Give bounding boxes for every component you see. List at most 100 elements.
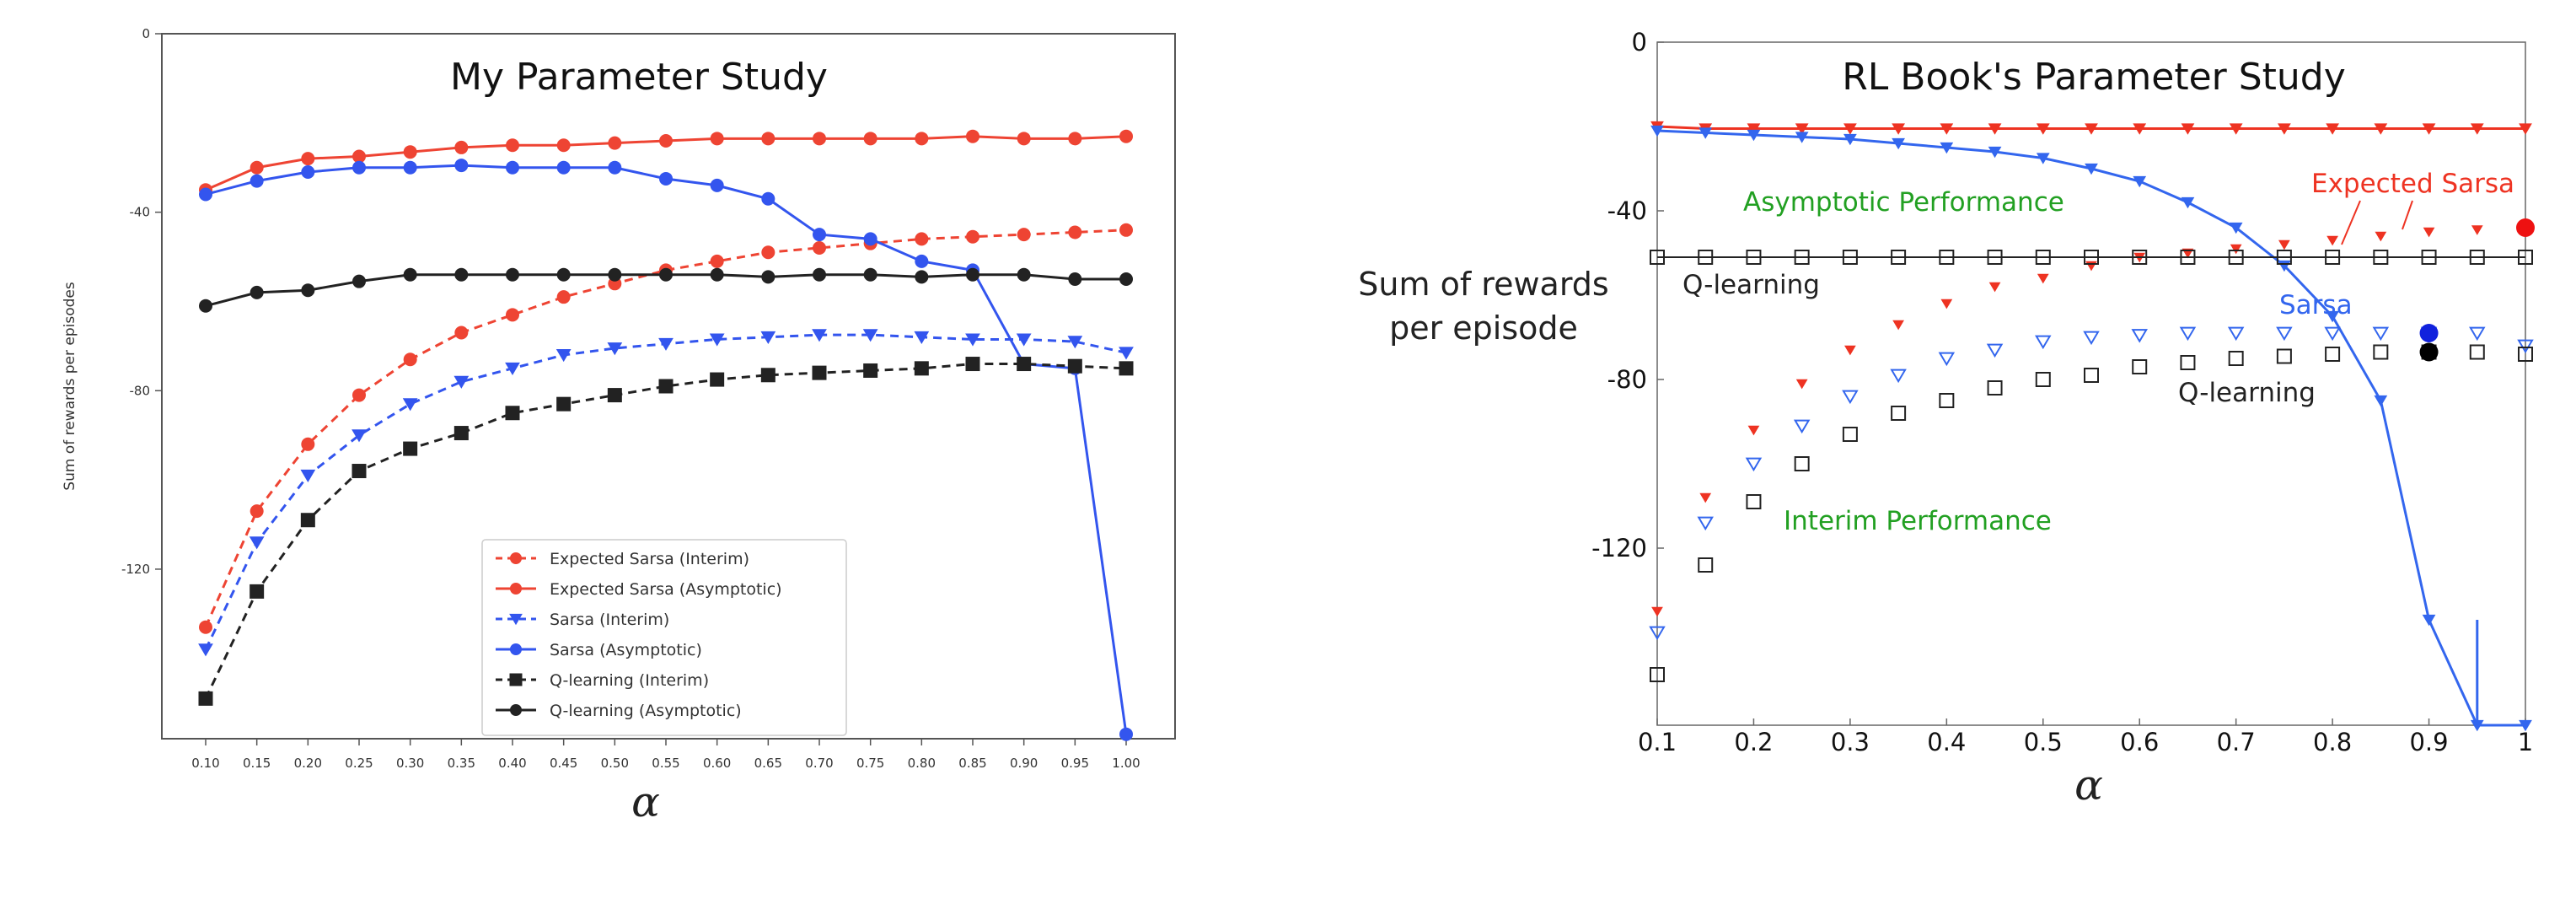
left-data-point: [1119, 347, 1134, 360]
right-highlight-point: [2516, 218, 2535, 237]
right-annotation: Interim Performance: [1784, 506, 2052, 536]
right-annotation: Expected Sarsa: [2311, 169, 2514, 199]
left-data-point: [249, 536, 265, 550]
right-data-point: [2230, 244, 2242, 255]
left-data-point: [454, 267, 469, 282]
right-data-point: [2036, 153, 2050, 164]
left-x-tick-label: 0.30: [396, 756, 424, 771]
left-x-tick-label: 0.55: [652, 756, 679, 771]
left-legend-label: Sarsa (Asymptotic): [550, 641, 702, 659]
right-data-point: [2036, 123, 2050, 135]
left-data-point: [1016, 333, 1032, 347]
right-data-point: [2229, 222, 2243, 234]
left-data-point: [402, 398, 418, 412]
right-data-point: [2084, 250, 2099, 265]
right-y-tick-label: -80: [1607, 365, 1647, 394]
left-series-group: [198, 129, 1134, 741]
left-data-point: [914, 361, 929, 376]
right-data-point: [1746, 494, 1762, 509]
left-data-point: [915, 270, 929, 284]
right-data-point: [2374, 395, 2388, 407]
left-data-point: [813, 240, 826, 255]
right-data-point: [2133, 175, 2147, 188]
left-data-point: [608, 267, 622, 282]
left-data-point: [454, 159, 469, 173]
left-data-point: [608, 136, 622, 150]
right-data-point: [2421, 250, 2437, 265]
left-legend-label: Sarsa (Interim): [550, 611, 669, 629]
left-data-point: [352, 149, 366, 164]
left-data-point: [301, 283, 315, 298]
right-data-point: [1891, 406, 1907, 421]
right-data-point: [1697, 516, 1714, 531]
left-legend-marker: [510, 643, 522, 655]
left-x-tick-label: 0.45: [550, 756, 577, 771]
left-data-point: [453, 426, 469, 441]
right-x-tick-label: 0.7: [2217, 728, 2256, 756]
left-data-point: [709, 333, 725, 347]
right-data-point: [2470, 123, 2484, 135]
right-data-point: [2375, 231, 2387, 242]
right-highlight-point: [2419, 342, 2439, 362]
left-data-point: [506, 308, 519, 322]
right-y-tick-label: -40: [1607, 196, 1647, 225]
right-data-point: [1746, 250, 1762, 265]
left-y-axis-label: Sum of rewards per episodes: [62, 282, 78, 491]
left-data-point: [199, 187, 212, 202]
right-data-point: [2035, 372, 2051, 387]
left-data-point: [199, 299, 212, 313]
right-y-axis-label-line: Sum of rewards: [1358, 266, 1608, 303]
right-annotation: Q-learning: [2178, 378, 2316, 408]
right-data-point: [1650, 667, 1665, 682]
right-data-point: [1940, 142, 1954, 154]
right-data-point: [2181, 196, 2195, 209]
left-data-point: [659, 267, 673, 282]
left-chart-title: My Parameter Study: [450, 56, 828, 99]
right-data-point: [2228, 250, 2244, 265]
left-data-point: [915, 232, 929, 246]
right-data-point: [1794, 456, 1810, 471]
right-data-point: [2518, 347, 2533, 362]
left-data-point: [607, 342, 623, 356]
right-annotations: Asymptotic Performance Interim Performanc…: [1682, 169, 2514, 536]
right-data-point: [2422, 123, 2436, 135]
left-data-point: [454, 326, 469, 340]
left-x-tick-label: 0.25: [345, 756, 373, 771]
right-data-point: [1843, 123, 1857, 135]
right-data-point: [2326, 310, 2339, 323]
right-x-tick-label: 1: [2518, 728, 2533, 756]
right-data-point: [2471, 225, 2483, 235]
right-x-tick-label: 0.2: [1734, 728, 1773, 756]
left-data-point: [556, 396, 572, 412]
right-data-point: [2325, 250, 2341, 265]
left-data-point: [300, 513, 315, 528]
left-data-point: [760, 331, 776, 344]
right-highlight-point: [2419, 324, 2439, 342]
right-data-point: [1938, 352, 1956, 367]
left-data-point: [301, 165, 315, 180]
left-data-point: [710, 267, 724, 282]
left-data-point: [505, 362, 520, 376]
left-data-point: [1017, 357, 1032, 372]
left-data-point: [1017, 228, 1031, 242]
left-data-point: [812, 365, 827, 380]
right-data-point: [1842, 427, 1858, 442]
right-x-tick-label: 0.6: [2120, 728, 2159, 756]
right-data-point: [1986, 343, 2004, 358]
left-data-point: [658, 379, 674, 394]
left-data-point: [1067, 358, 1082, 374]
left-y-tick-label: 0: [142, 26, 150, 41]
right-data-point: [2422, 614, 2436, 627]
right-data-point: [2325, 347, 2341, 362]
left-legend-label: Expected Sarsa (Asymptotic): [550, 580, 782, 599]
left-x-tick-label: 0.90: [1010, 756, 1038, 771]
left-data-point: [352, 388, 366, 402]
left-data-point: [760, 368, 775, 383]
right-data-point: [2035, 335, 2052, 350]
left-data-point: [556, 290, 571, 304]
right-data-point: [1844, 345, 1856, 356]
right-data-point: [2373, 344, 2389, 360]
right-data-point: [2180, 250, 2196, 265]
left-data-point: [300, 469, 316, 483]
right-data-point: [1747, 425, 1760, 436]
